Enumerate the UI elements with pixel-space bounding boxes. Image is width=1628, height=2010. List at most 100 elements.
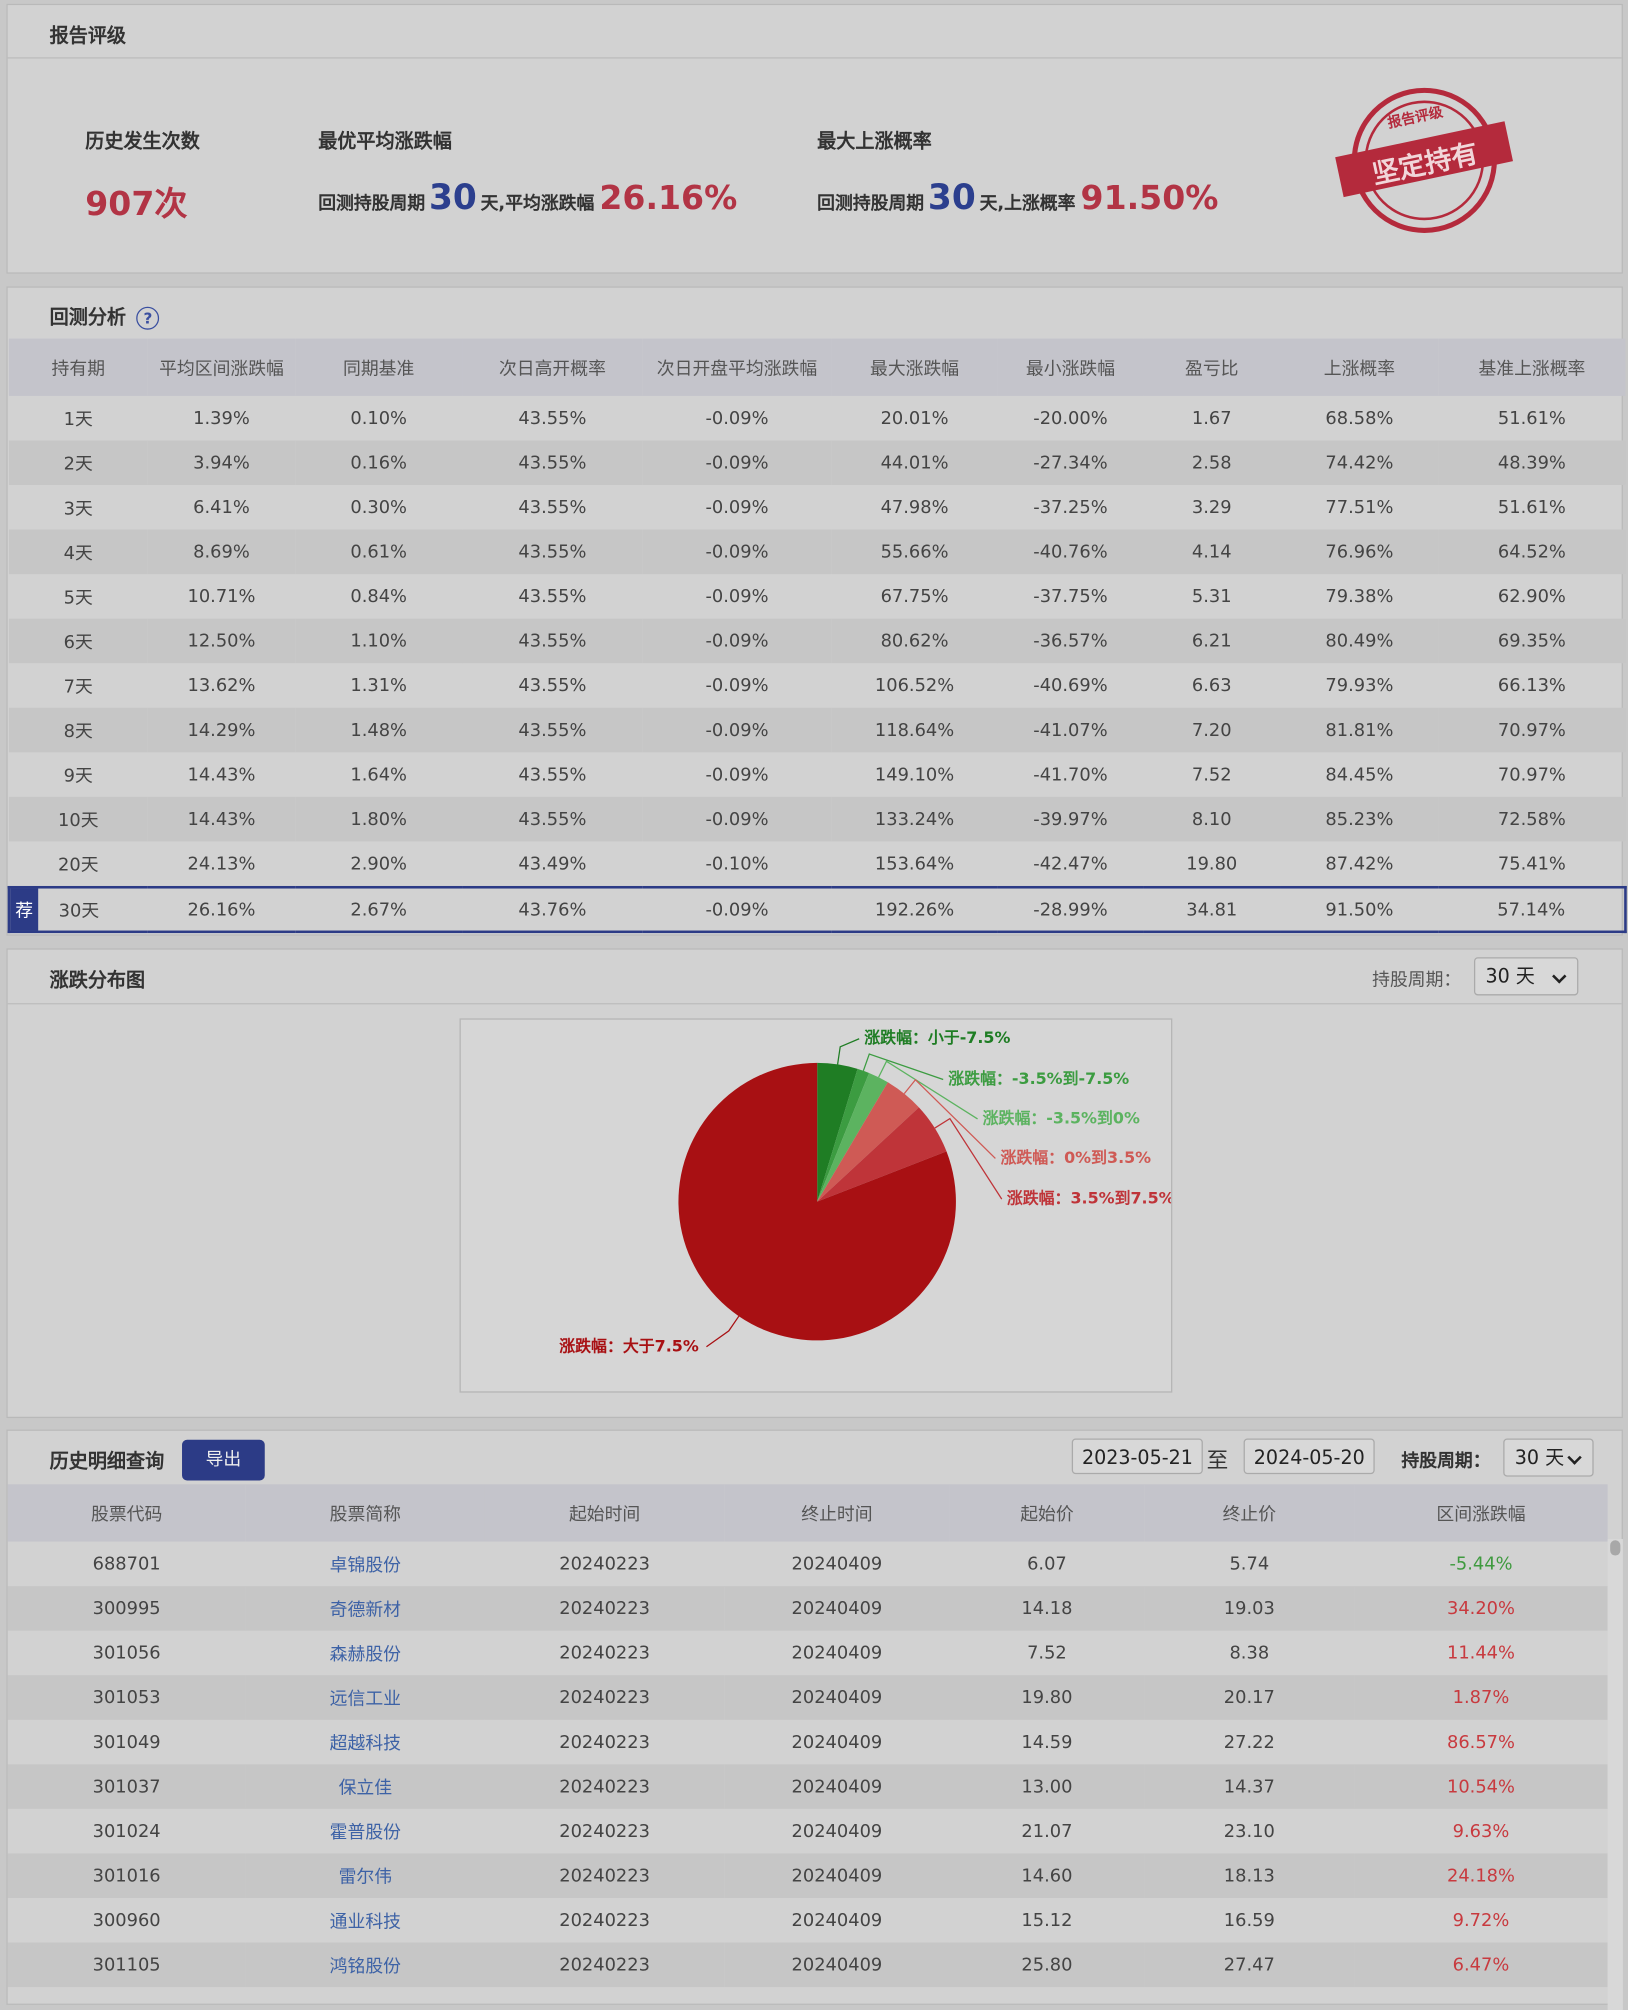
table-cell: 43.55%: [518, 586, 587, 607]
distribution-panel: 涨跌分布图 持股周期： 30 天 涨跌幅：小于-7.5% 涨跌幅：-3.5%到-7…: [6, 948, 1623, 1419]
table-cell: 72.58%: [1438, 796, 1626, 842]
stock-link[interactable]: 鸿铭股份: [245, 1942, 485, 1988]
stock-link[interactable]: 卓锦股份: [329, 1554, 401, 1576]
table-cell: -0.09%: [705, 675, 769, 696]
export-button[interactable]: 导出: [182, 1439, 265, 1481]
table-cell: 20240409: [791, 1731, 883, 1753]
table-cell: 81.81%: [1280, 707, 1439, 753]
table-cell: -0.10%: [705, 853, 769, 874]
end-date[interactable]: 2024-05-20: [1243, 1438, 1375, 1475]
table-row: 7天 13.62% 1.31% 43.55% -0.09% 106.52% -40.69% 6…: [9, 663, 1626, 708]
table-cell: 57.14%: [1438, 885, 1627, 934]
column-header: 次日高开概率: [462, 338, 643, 396]
table-cell: 43.55%: [462, 529, 643, 575]
column-header: 同期基准: [295, 338, 463, 396]
stock-link[interactable]: 森赫股份: [329, 1644, 401, 1665]
table-row: 荐 30天 26.16% 2.67% 43.76% -0.09% 192.26% -28.99…: [7, 885, 1627, 934]
table-cell: 84.45%: [1325, 764, 1394, 785]
help-icon[interactable]: ?: [136, 306, 160, 330]
table-cell: 0.30%: [350, 497, 407, 518]
stock-link[interactable]: 远信工业: [245, 1675, 485, 1720]
period-label: 持股周期：: [1372, 969, 1462, 991]
table-cell: 14.18: [949, 1586, 1145, 1631]
panel-title: 回测分析 ?: [50, 303, 160, 330]
table-cell: -40.69%: [1033, 675, 1108, 696]
table-cell: 1.31%: [350, 675, 407, 696]
recommend-badge: 荐: [10, 888, 39, 931]
slice-label: 涨跌幅：3.5%到7.5%: [1007, 1189, 1172, 1208]
table-cell: 20240223: [484, 1942, 725, 1988]
table-cell: 2.90%: [350, 853, 407, 874]
pie-slice: [817, 1068, 870, 1202]
table-cell: 24.18%: [1354, 1853, 1608, 1898]
table-cell: 301037: [7, 1764, 246, 1809]
table-row: 300960 通业科技 20240223 20240409 15.12 16.59 9.72…: [8, 1898, 1608, 1943]
table-cell: 1.67: [1191, 407, 1232, 429]
table-cell: -37.25%: [1033, 497, 1108, 518]
table-cell: 66.13%: [1497, 675, 1566, 696]
table-cell: -40.76%: [997, 529, 1144, 575]
stock-link[interactable]: 霍普股份: [329, 1822, 401, 1843]
table-cell: 70.97%: [1438, 707, 1626, 753]
slice-label: 涨跌幅：小于-7.5%: [864, 1028, 1010, 1047]
table-cell: 19.80: [949, 1675, 1145, 1720]
table-cell: 20240223: [559, 1820, 650, 1842]
table-cell: 0.16%: [295, 440, 463, 485]
table-cell: 6.41%: [193, 497, 250, 518]
table-cell: 9.63%: [1452, 1820, 1510, 1842]
table-cell: 301053: [7, 1675, 246, 1720]
slice-label: 涨跌幅：-3.5%到0%: [983, 1108, 1140, 1127]
slice-label: 涨跌幅：0%到3.5%: [1000, 1148, 1151, 1167]
scrollbar[interactable]: [1607, 1539, 1623, 2010]
table-cell: 20240409: [724, 1764, 950, 1809]
table-cell: 9.72%: [1452, 1910, 1510, 1931]
table-cell: 149.10%: [874, 764, 955, 785]
pie-slice: [817, 1072, 888, 1202]
stock-link[interactable]: 超越科技: [329, 1733, 401, 1754]
table-cell: -41.70%: [1033, 764, 1108, 785]
rating-panel: 报告评级 历史发生次数 907次 最优平均涨跌幅 回测持股周期 30 天,平均涨…: [6, 3, 1623, 274]
table-cell: 69.35%: [1438, 618, 1626, 664]
table-cell: 301049: [92, 1731, 161, 1753]
table-cell: 51.61%: [1497, 407, 1566, 429]
table-cell: 77.51%: [1325, 497, 1394, 518]
table-cell: 5.74: [1229, 1553, 1270, 1575]
column-header: 上涨概率: [1280, 338, 1439, 396]
table-cell: 79.93%: [1325, 675, 1394, 696]
table-cell: -42.47%: [1033, 853, 1108, 874]
table-cell: 2.67%: [295, 885, 463, 934]
table-cell: 6.21: [1143, 618, 1281, 664]
period-select[interactable]: 30 天: [1503, 1438, 1594, 1477]
history-table: 股票代码 股票简称 起始时间 终止时间 起始价 终止价 区间涨跌幅 688701 卓锦股份 202…: [7, 1484, 1608, 1988]
table-cell: 4.14: [1143, 529, 1281, 575]
table-cell: 20240223: [484, 1764, 725, 1809]
stock-link[interactable]: 雷尔伟: [245, 1853, 485, 1898]
table-cell: 20240223: [484, 1586, 725, 1631]
table-row: 301053 远信工业 20240223 20240409 19.80 20.17 1.87…: [7, 1675, 1608, 1720]
pie-slice: [817, 1082, 919, 1202]
stat-value: 91.50%: [1080, 179, 1219, 218]
start-date[interactable]: 2023-05-21: [1071, 1438, 1204, 1475]
table-cell: 301056: [92, 1642, 161, 1664]
column-header: 持有期: [8, 338, 148, 396]
table-cell: 43.55%: [462, 796, 643, 842]
table-cell: 8.69%: [147, 529, 296, 575]
table-cell: 12.50%: [147, 618, 296, 664]
stat-label: 历史发生次数: [85, 129, 200, 153]
period-label: 持股周期：: [1401, 1451, 1491, 1472]
backtest-panel: 回测分析 ? 持有期 平均区间涨跌幅 同期基准 次日高开概率 次日开盘平均涨跌幅 最大涨跌…: [6, 286, 1627, 936]
table-cell: 20240223: [559, 1731, 650, 1753]
table-cell: 68.58%: [1325, 407, 1394, 429]
period-select[interactable]: 30 天: [1473, 957, 1579, 996]
stat-mid: 天,上涨概率: [979, 193, 1076, 214]
stock-link[interactable]: 通业科技: [329, 1911, 401, 1932]
table-cell: 0.84%: [350, 586, 407, 607]
table-cell: 13.00: [949, 1764, 1145, 1809]
stock-link[interactable]: 奇德新材: [245, 1586, 485, 1631]
column-header: 股票简称: [245, 1484, 485, 1542]
stock-link[interactable]: 保立佳: [245, 1764, 485, 1809]
table-cell: 14.43%: [187, 764, 256, 785]
table-cell: 20240223: [484, 1853, 725, 1898]
table-cell: -39.97%: [997, 796, 1144, 842]
table-cell: -37.75%: [1033, 586, 1108, 607]
